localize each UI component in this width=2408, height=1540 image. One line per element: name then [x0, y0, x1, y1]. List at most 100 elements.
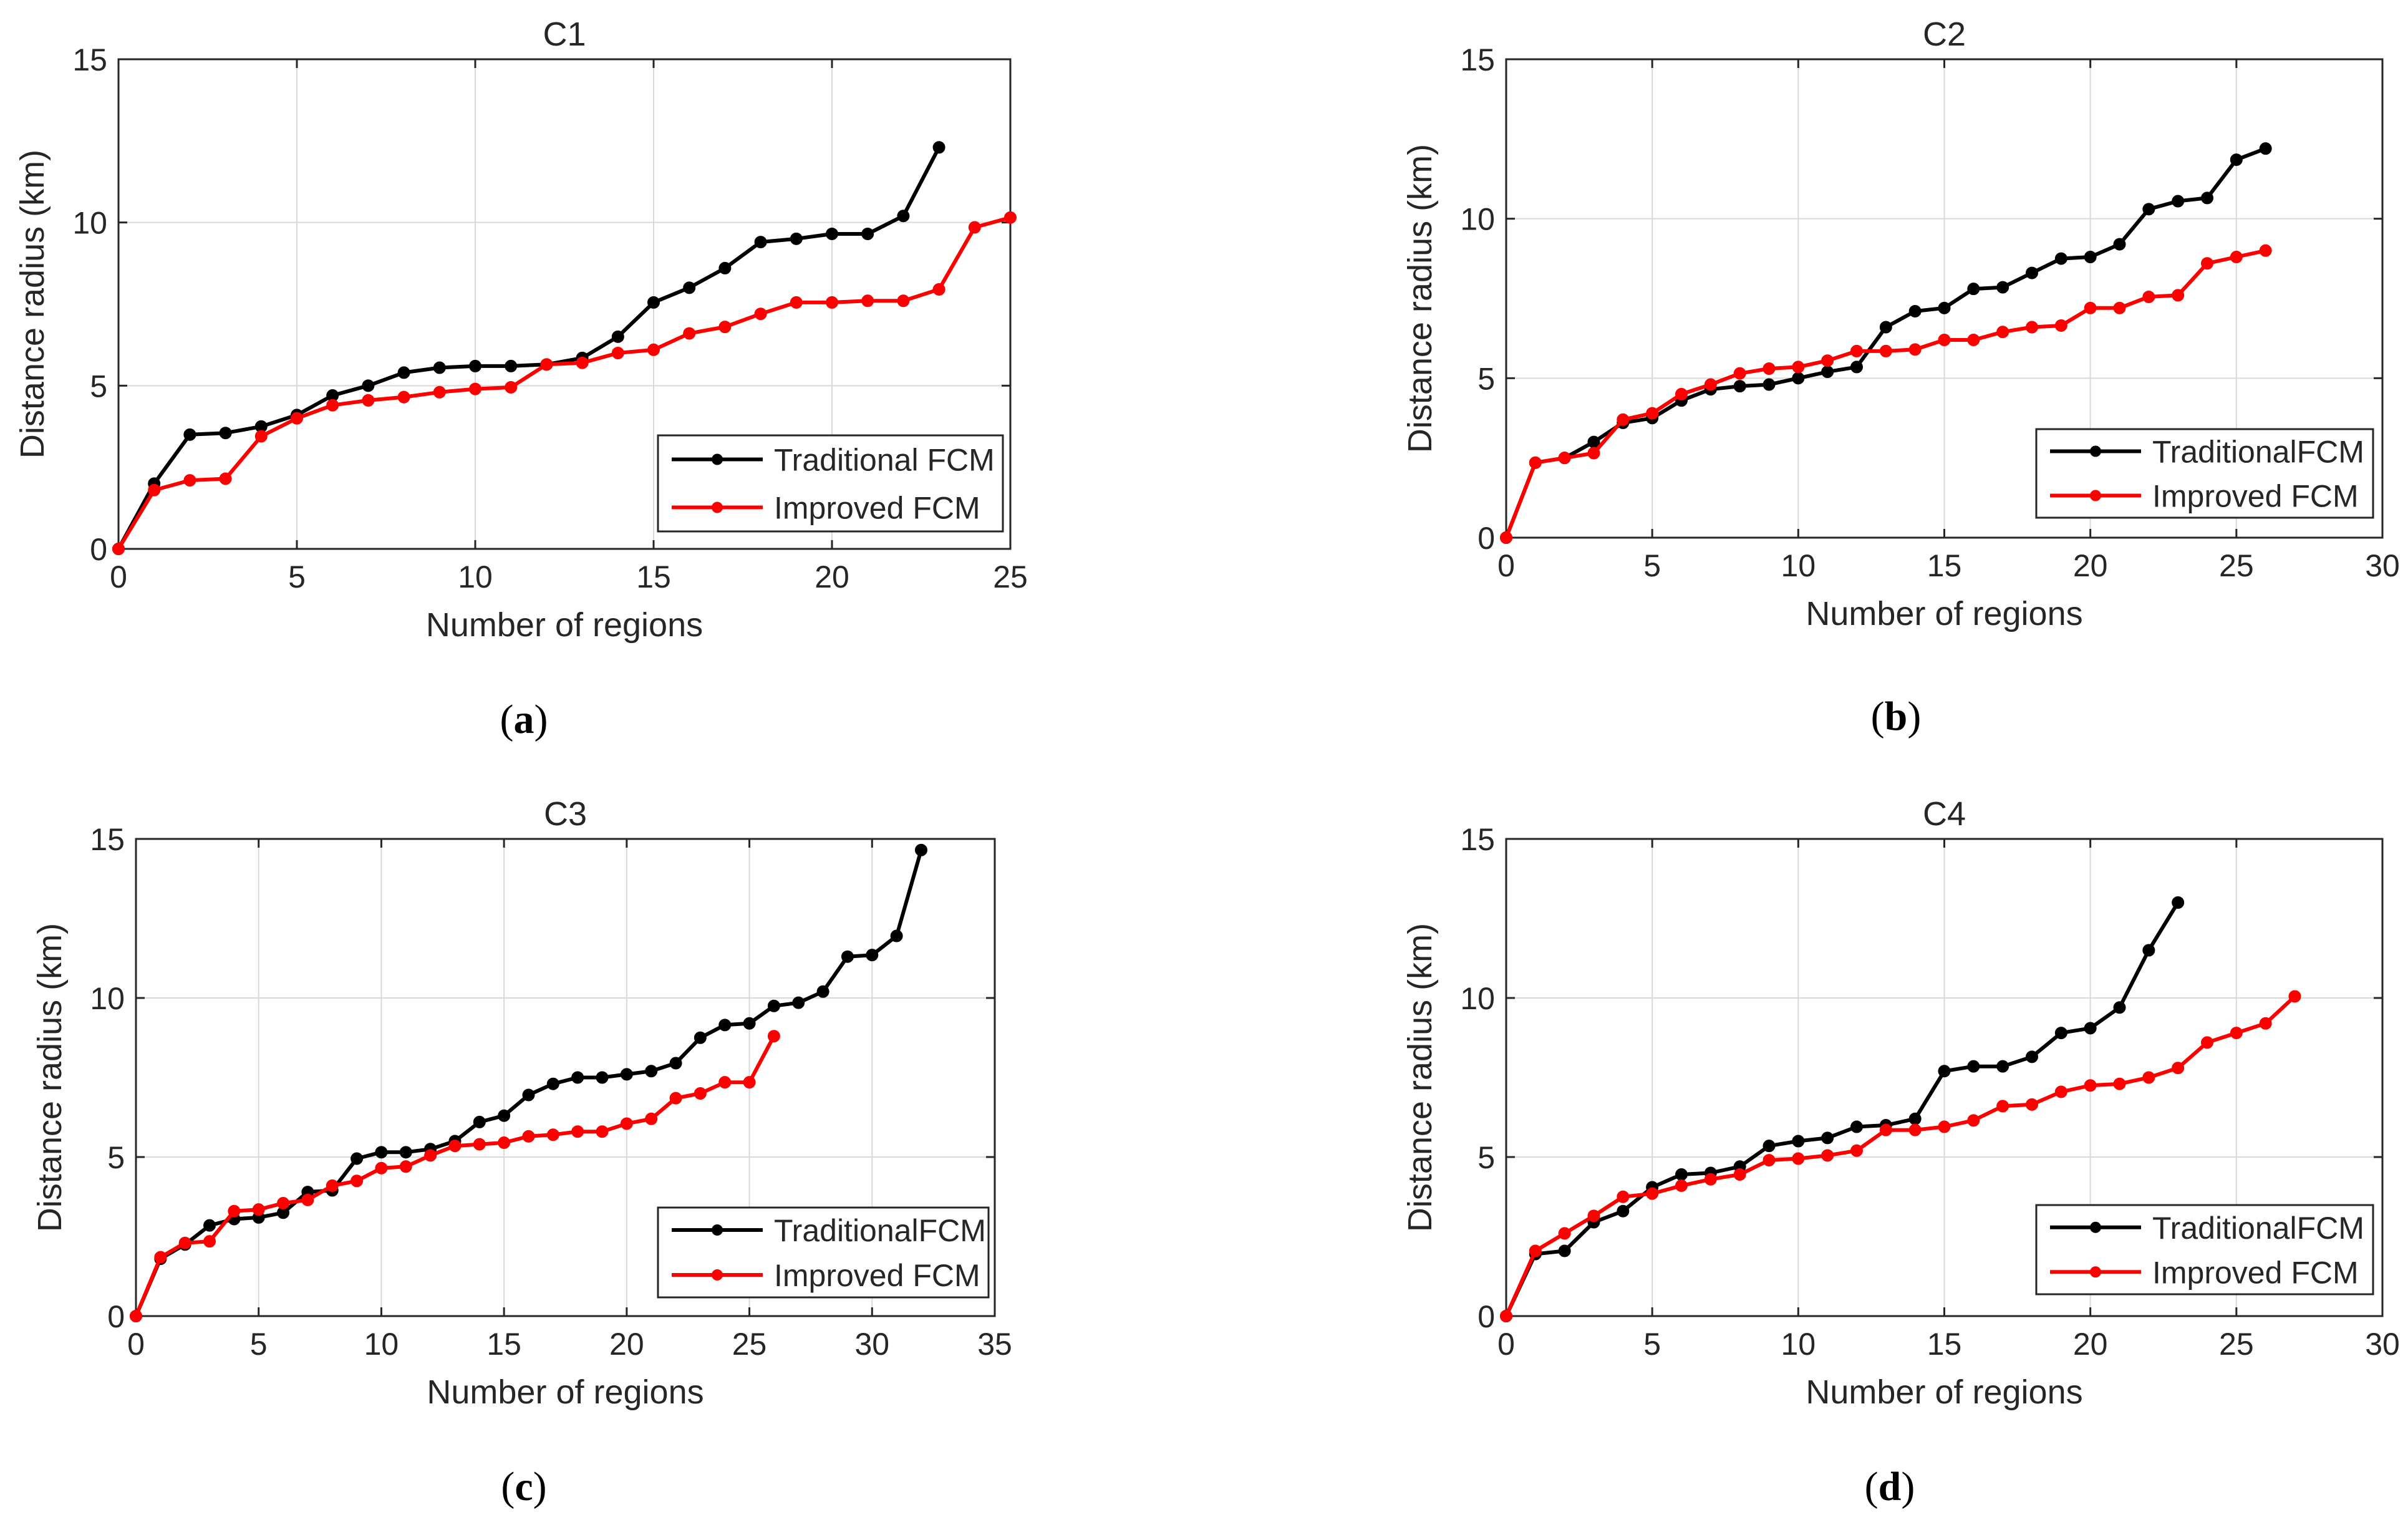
data-point-traditional	[1967, 283, 1980, 296]
data-point-traditional	[914, 843, 927, 856]
legend: Traditional FCM Improved FCM	[657, 434, 1004, 533]
data-point-traditional	[611, 330, 624, 343]
data-point-traditional	[362, 379, 375, 392]
data-point-improved	[1967, 333, 1980, 346]
x-tick-label: 5	[1643, 548, 1661, 583]
data-point-improved	[351, 1174, 364, 1188]
data-point-improved	[790, 296, 803, 309]
data-point-improved	[178, 1236, 191, 1249]
y-tick-label: 10	[90, 981, 125, 1016]
data-point-improved	[219, 472, 232, 485]
data-point-improved	[130, 1310, 142, 1322]
data-point-improved	[2113, 1077, 2126, 1090]
data-point-improved	[2142, 290, 2155, 303]
data-point-traditional	[1558, 1244, 1571, 1257]
y-tick-label: 5	[90, 369, 107, 404]
legend-box	[657, 434, 1004, 533]
data-point-improved	[683, 327, 696, 340]
data-point-traditional	[1762, 378, 1776, 391]
x-axis-label: Number of regions	[1806, 1373, 2082, 1411]
data-point-improved	[1587, 1209, 1600, 1223]
data-point-improved	[1967, 1114, 1980, 1127]
data-point-traditional	[1850, 361, 1863, 374]
data-point-improved	[620, 1117, 633, 1130]
data-point-traditional	[897, 210, 910, 223]
legend-label: Improved FCM	[2152, 479, 2359, 514]
data-point-improved	[469, 382, 481, 395]
data-point-improved	[2230, 251, 2243, 264]
x-tick-label: 25	[2219, 548, 2254, 583]
data-point-improved	[112, 543, 125, 555]
legend-label: TraditionalFCM	[2152, 1211, 2364, 1246]
data-point-traditional	[1821, 1131, 1834, 1145]
data-point-improved	[1762, 362, 1776, 375]
legend-swatch-marker	[2090, 445, 2101, 457]
data-point-improved	[754, 308, 767, 321]
data-point-traditional	[1967, 1060, 1980, 1073]
data-point-improved	[2054, 319, 2067, 332]
y-tick-label: 5	[1477, 1140, 1495, 1175]
data-point-traditional	[767, 999, 780, 1012]
data-point-improved	[433, 385, 446, 399]
data-point-traditional	[399, 1146, 412, 1159]
data-point-traditional	[1938, 301, 1951, 314]
data-point-improved	[1733, 367, 1746, 380]
data-point-traditional	[2201, 191, 2213, 205]
data-point-traditional	[2259, 142, 2272, 155]
data-point-traditional	[2142, 203, 2155, 216]
data-point-traditional	[694, 1031, 707, 1044]
x-tick-label: 0	[1497, 1327, 1515, 1362]
data-point-traditional	[1938, 1065, 1951, 1078]
x-tick-label: 35	[977, 1327, 1012, 1362]
data-point-improved	[1558, 1227, 1571, 1240]
data-point-improved	[2142, 1071, 2155, 1084]
data-point-improved	[154, 1251, 167, 1264]
data-point-traditional	[1617, 1204, 1630, 1218]
data-point-improved	[2259, 244, 2272, 257]
data-point-improved	[2259, 1017, 2272, 1030]
x-tick-label: 25	[993, 559, 1028, 594]
legend-box	[2035, 1204, 2374, 1295]
data-point-improved	[1500, 1310, 1512, 1322]
legend-label: Improved FCM	[774, 491, 980, 526]
data-point-improved	[1617, 1190, 1630, 1203]
x-tick-label: 25	[2219, 1327, 2254, 1362]
data-point-traditional	[2113, 238, 2126, 251]
data-point-traditional	[932, 141, 945, 154]
data-point-traditional	[2172, 896, 2185, 909]
data-point-improved	[148, 483, 161, 496]
series-line-improved	[1504, 995, 2296, 1317]
y-tick-label: 15	[1460, 42, 1495, 77]
subfigure-caption: (c)	[501, 1464, 546, 1509]
data-point-improved	[1938, 1120, 1951, 1133]
chart-panel-1: 0 5 10 15 20 25 0 5 10 15 C1 Number of regions Dista…	[14, 16, 1028, 742]
data-point-improved	[1821, 1149, 1834, 1162]
y-tick-label: 15	[1460, 822, 1495, 857]
y-axis-label: Distance radius (km)	[1401, 144, 1439, 453]
x-tick-label: 15	[1927, 548, 1962, 583]
data-point-improved	[576, 356, 589, 369]
x-axis-label: Number of regions	[1806, 595, 2082, 632]
data-point-improved	[1529, 456, 1542, 469]
chart-panel-2: 0 5 10 15 20 25 30 0 5 10 15 C2 Number of regions Dis…	[1401, 16, 2400, 739]
data-point-traditional	[861, 227, 874, 240]
data-point-traditional	[203, 1219, 216, 1232]
data-point-traditional	[866, 949, 879, 962]
data-point-traditional	[718, 1019, 732, 1032]
x-tick-label: 10	[364, 1327, 399, 1362]
data-point-traditional	[1821, 366, 1834, 379]
data-point-improved	[252, 1203, 265, 1216]
data-point-improved	[718, 321, 732, 334]
data-point-improved	[645, 1112, 658, 1125]
data-point-improved	[1500, 531, 1512, 544]
x-tick-label: 30	[2365, 548, 2400, 583]
data-point-improved	[498, 1136, 511, 1150]
data-point-improved	[1762, 1154, 1776, 1167]
data-point-improved	[505, 380, 518, 394]
data-point-traditional	[890, 929, 903, 942]
chart-panel-3: 0 5 10 15 20 25 30 35 0 5 10 15 C3 Number of regions D…	[31, 795, 1012, 1509]
data-point-traditional	[2054, 252, 2067, 265]
y-tick-label: 15	[90, 822, 125, 857]
legend-box	[2035, 428, 2374, 519]
